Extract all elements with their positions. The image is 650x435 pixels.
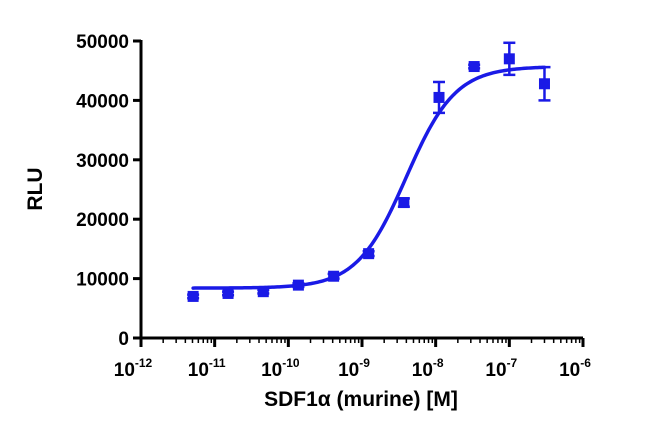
x-tick-label: 10-9 bbox=[338, 356, 370, 381]
x-tick-label: 10-7 bbox=[485, 356, 517, 381]
x-tick-label: 10-8 bbox=[412, 356, 444, 381]
data-point bbox=[433, 91, 445, 103]
data-point bbox=[538, 78, 550, 90]
y-axis: 0 10000 20000 30000 40000 50000 bbox=[76, 32, 143, 350]
x-tick-label: 10-11 bbox=[188, 356, 226, 381]
y-tick-label: 50000 bbox=[76, 32, 129, 53]
data-point bbox=[468, 61, 480, 73]
data-point bbox=[222, 287, 234, 299]
x-tick-label: 10-10 bbox=[261, 356, 300, 381]
data-points bbox=[187, 41, 551, 302]
data-point bbox=[187, 290, 199, 302]
data-point bbox=[328, 270, 340, 282]
data-point bbox=[398, 197, 410, 209]
data-point bbox=[503, 53, 515, 65]
y-tick-label: 20000 bbox=[76, 210, 129, 231]
x-tick-label: 10-6 bbox=[559, 356, 591, 381]
y-tick-label: 10000 bbox=[76, 270, 129, 291]
data-point bbox=[257, 286, 269, 298]
y-axis-title: RLU bbox=[24, 167, 47, 210]
y-tick-label: 0 bbox=[118, 329, 129, 350]
y-tick-label: 40000 bbox=[76, 91, 129, 112]
x-tick-label: 10-12 bbox=[114, 356, 153, 381]
x-axis-title: SDF1α (murine) [M] bbox=[264, 388, 458, 411]
data-point bbox=[363, 248, 375, 260]
y-tick-label: 30000 bbox=[76, 151, 129, 172]
y-ticks: 0 10000 20000 30000 40000 50000 bbox=[76, 32, 141, 350]
x-axis: 10-12 10-11 10-10 10-9 10-8 10-7 10-6 bbox=[114, 336, 591, 381]
plot-area bbox=[187, 41, 551, 302]
data-point bbox=[292, 279, 304, 291]
x-ticks: 10-12 10-11 10-10 10-9 10-8 10-7 10-6 bbox=[114, 338, 591, 381]
